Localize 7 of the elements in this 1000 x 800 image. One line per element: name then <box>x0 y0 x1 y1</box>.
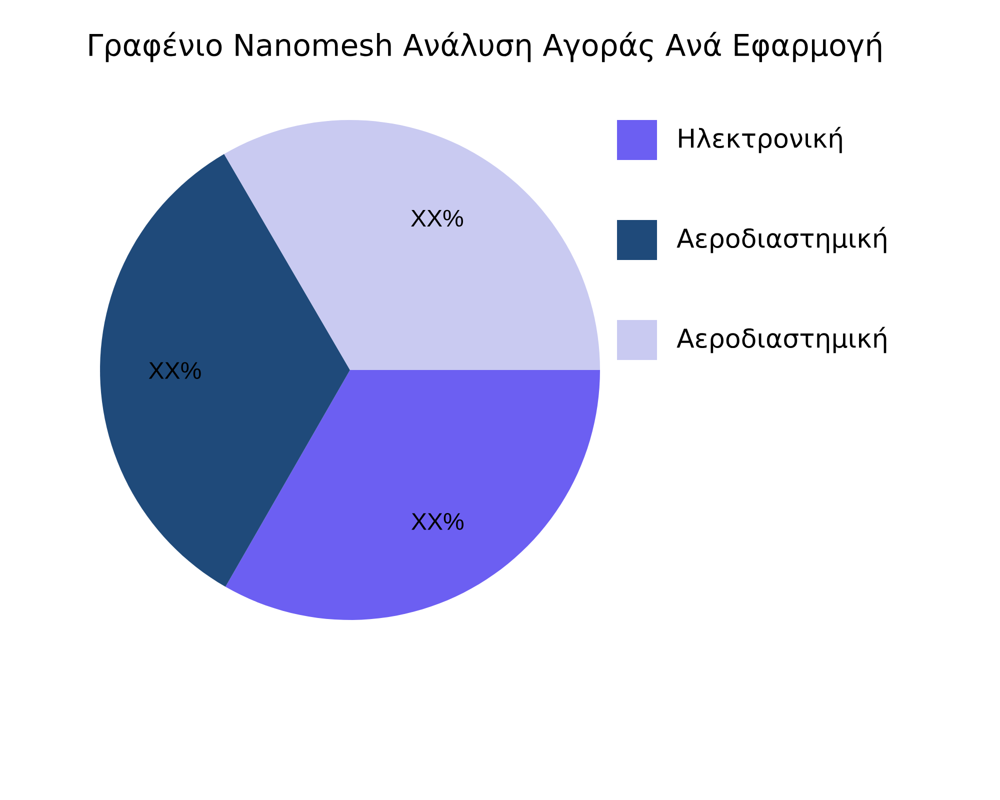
data-label: XX% <box>148 362 201 379</box>
data-label: XX% <box>412 513 464 530</box>
legend-label: Ηλεκτρονική <box>679 126 842 154</box>
data-label: XX% <box>411 210 464 227</box>
chart-title: Γραφένιο Nanomesh Ανάλυση Αγοράς Ανά Εφαρμογή <box>89 32 882 62</box>
legend-label: Αεροδιαστημική <box>676 226 886 254</box>
legend-label: Αεροδιαστημική <box>676 326 886 354</box>
